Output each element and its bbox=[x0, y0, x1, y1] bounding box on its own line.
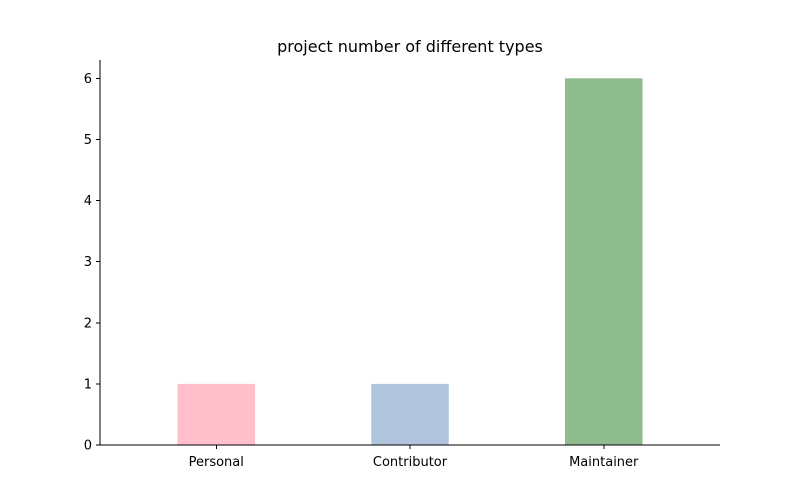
y-tick-label: 2 bbox=[84, 316, 92, 331]
chart-title: project number of different types bbox=[277, 37, 543, 56]
x-axis: Personal Contributor Maintainer bbox=[100, 444, 720, 470]
bar-personal bbox=[177, 383, 255, 445]
bar-contributor bbox=[371, 383, 449, 445]
bars-layer bbox=[177, 78, 643, 445]
y-axis: 0 1 2 3 4 5 6 bbox=[84, 60, 101, 454]
x-tick-label-personal: Personal bbox=[189, 455, 244, 470]
y-tick-label: 5 bbox=[84, 133, 92, 148]
x-tick-label-contributor: Contributor bbox=[373, 455, 448, 470]
y-tick-label: 3 bbox=[84, 255, 92, 270]
y-tick-label: 1 bbox=[84, 377, 92, 392]
y-tick-label: 6 bbox=[84, 72, 92, 87]
y-tick-label: 0 bbox=[84, 439, 92, 454]
y-tick-label: 4 bbox=[84, 194, 92, 209]
x-tick-label-maintainer: Maintainer bbox=[569, 455, 639, 470]
bar-maintainer bbox=[565, 78, 643, 445]
